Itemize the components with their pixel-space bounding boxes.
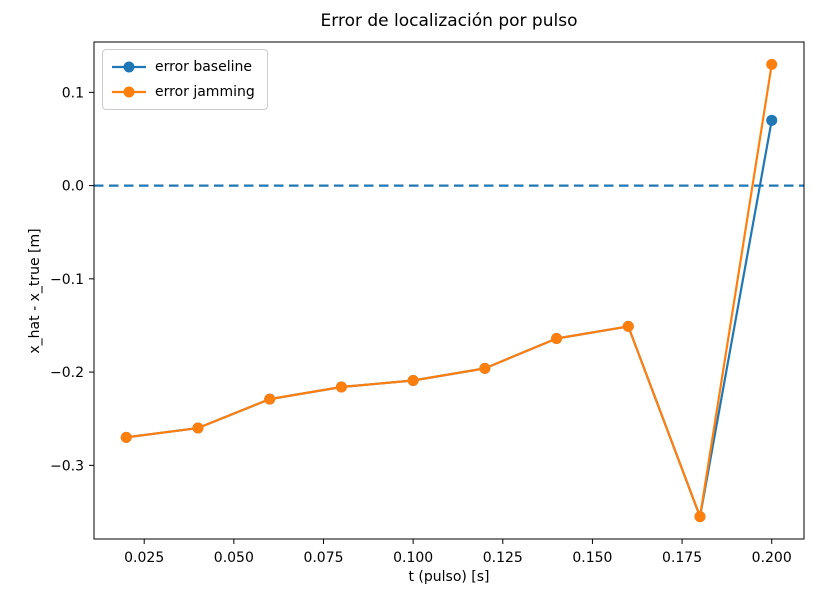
legend-line-marker-baseline [112,61,146,73]
x-tick-label: 0.025 [124,550,164,566]
y-axis-label: x_hat - x_true [m] [27,228,43,354]
x-tick-label: 0.050 [214,550,254,566]
axes-spines [93,41,805,540]
legend-item-jamming: error jamming [111,81,255,103]
x-tick-label: 0.075 [303,550,343,566]
series-line-error-jamming [126,64,773,518]
legend-line-marker-jamming [112,86,146,98]
y-tick-label: −0.2 [50,365,84,381]
x-tick-label: 0.175 [662,550,702,566]
y-tick-label: 0.0 [62,179,84,195]
data-point [766,58,778,70]
data-point [120,431,132,443]
data-point [335,381,347,393]
legend-item-baseline: error baseline [111,56,255,78]
data-point [551,333,563,345]
data-point [192,422,204,434]
data-point [766,114,778,126]
legend-label-baseline: error baseline [155,59,252,75]
data-point [622,320,634,332]
legend: error baseline error jamming [102,49,268,110]
y-tick-label: 0.1 [62,85,84,101]
chart-title: Error de localización por pulso [320,11,578,31]
data-point [264,393,276,405]
x-axis-label: t (pulso) [s] [408,569,490,585]
data-point [407,374,419,386]
x-tick-label: 0.150 [572,550,612,566]
y-tick-label: −0.1 [50,272,84,288]
data-point [479,362,491,374]
y-tick-label: −0.3 [50,458,84,474]
legend-label-jamming: error jamming [155,84,255,100]
x-tick-label: 0.200 [752,550,792,566]
x-tick-label: 0.100 [393,550,433,566]
data-point [694,511,706,523]
series-line-error-baseline [126,120,773,518]
x-tick-label: 0.125 [483,550,523,566]
